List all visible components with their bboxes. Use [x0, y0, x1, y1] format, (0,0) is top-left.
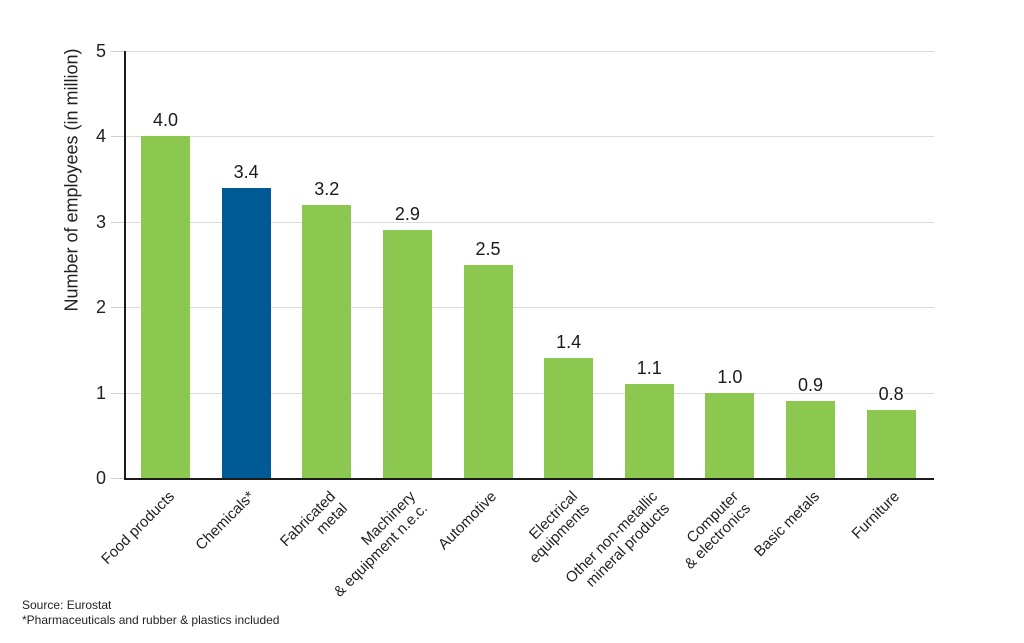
y-axis-tick — [111, 307, 124, 309]
bar-value-label: 1.0 — [717, 366, 743, 387]
bar-value-label: 2.5 — [475, 238, 501, 259]
y-axis-tick-label: 2 — [95, 297, 106, 318]
y-axis-tick-label: 3 — [95, 211, 106, 232]
y-axis-title: Number of employees (in million) — [61, 48, 82, 312]
y-axis-tick-label: 1 — [95, 382, 106, 403]
x-axis-label: Computer & electronics — [681, 488, 754, 573]
x-axis-label: Other non-metallic mineral products — [562, 488, 674, 591]
bar-value-label: 1.1 — [636, 358, 662, 379]
y-axis-tick-label: 5 — [95, 41, 106, 61]
bar-value-label: 0.8 — [878, 383, 904, 404]
bar — [141, 136, 190, 478]
gridline — [126, 51, 934, 52]
bar — [624, 384, 674, 478]
y-axis-tick — [111, 392, 124, 394]
bar — [382, 230, 432, 478]
x-axis-label: Furniture — [848, 488, 904, 543]
bar-value-label: 2.9 — [394, 204, 420, 225]
y-axis-tick — [111, 136, 124, 138]
bar — [866, 409, 916, 478]
bar-value-label: 1.4 — [556, 332, 582, 353]
source-note: Source: Eurostat — [22, 598, 112, 612]
gridline — [126, 392, 934, 394]
y-axis-tick-label: 0 — [95, 468, 106, 488]
chart-footer: Source: Eurostat *Pharmaceuticals and ru… — [22, 598, 279, 628]
bar — [544, 358, 594, 478]
bar — [463, 264, 513, 478]
plot-area: 0 1 2 3 4 5 4.0 Food products 3.4 Chemicals* 3.2 Fa… — [96, 41, 934, 600]
footnote: *Pharmaceuticals and rubber & plastics i… — [22, 613, 280, 627]
bar-value-label: 4.0 — [152, 110, 179, 131]
gridline — [126, 221, 934, 223]
gridline — [126, 136, 934, 138]
bar-value-label: 3.2 — [314, 178, 340, 199]
y-axis-tick — [111, 221, 124, 223]
bar — [705, 392, 755, 478]
bar — [302, 204, 352, 478]
bar — [221, 187, 271, 478]
gridline — [126, 307, 934, 309]
y-axis-tick-label: 4 — [95, 126, 106, 147]
bar — [786, 401, 836, 478]
bar-value-label: 3.4 — [233, 161, 259, 182]
y-axis-tick — [111, 478, 124, 479]
bar-value-label: 0.9 — [798, 375, 824, 396]
x-axis-label: Electrical equipments — [525, 488, 593, 567]
x-axis-label: Machinery & equipment n.e.c. — [330, 488, 432, 601]
y-axis-tick — [111, 51, 124, 52]
